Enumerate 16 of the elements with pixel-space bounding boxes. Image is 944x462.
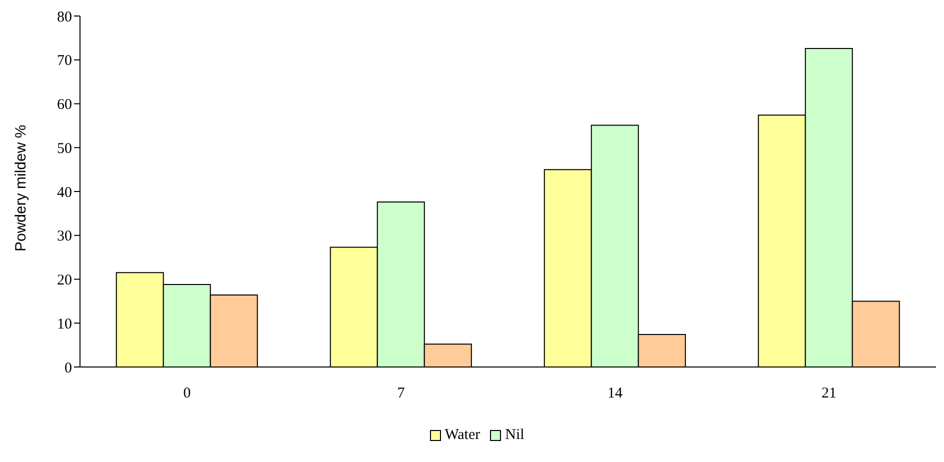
y-tick-label: 30 [57,228,72,245]
y-tick-label: 60 [57,97,72,114]
x-tick-label: 14 [608,386,623,402]
x-tick-label: 0 [183,386,191,402]
y-tick-label: 20 [57,272,72,289]
y-axis-title: Powdery mildew % [12,124,30,252]
y-tick-label: 70 [57,53,72,70]
y-tick-label: 10 [57,316,72,332]
y-tick-label: 0 [64,360,72,376]
legend-label: Nil [504,427,524,444]
y-tick-label: 80 [57,9,72,26]
y-tick-label: 40 [57,184,72,201]
legend-label: Water [444,427,480,444]
y-tick-label: 50 [57,140,72,157]
x-tick-label: 21 [822,386,836,402]
x-tick-label: 7 [397,386,406,402]
